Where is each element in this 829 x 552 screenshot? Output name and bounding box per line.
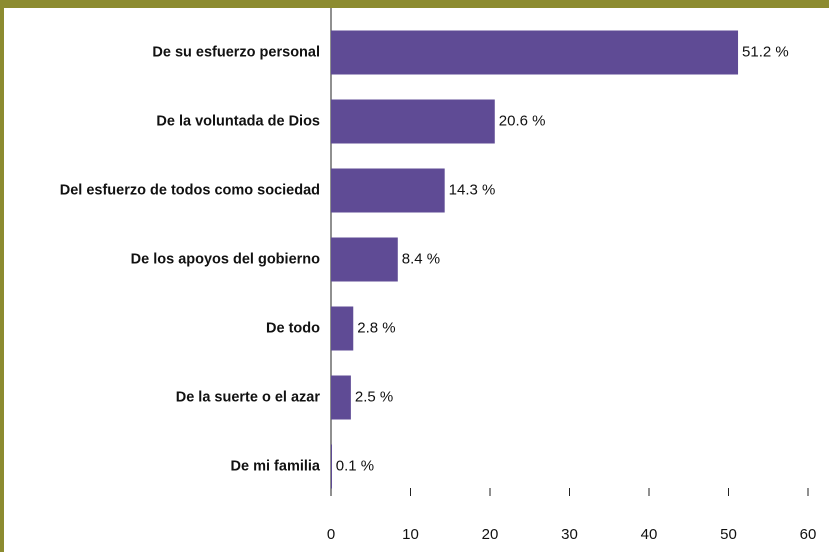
y-tick-label: Del esfuerzo de todos como sociedad	[60, 182, 320, 198]
data-label: 51.2 %	[742, 43, 789, 60]
x-tick-label: 0	[327, 526, 335, 543]
bar	[331, 375, 351, 420]
bar	[331, 30, 739, 75]
y-tick-label: De su esfuerzo personal	[152, 44, 320, 60]
x-tick-label: 10	[402, 526, 419, 543]
data-label: 2.8 %	[357, 319, 395, 336]
y-tick-label: De todo	[266, 320, 320, 336]
y-tick-label: De la voluntada de Dios	[156, 113, 320, 129]
data-label: 8.4 %	[402, 250, 440, 267]
x-tick-label: 30	[561, 526, 578, 543]
bar	[331, 306, 354, 351]
y-tick-label: De la suerte o el azar	[176, 389, 321, 405]
bar	[331, 237, 398, 282]
left-border	[0, 0, 4, 552]
bar	[331, 168, 445, 213]
x-tick-label: 50	[720, 526, 737, 543]
bar	[331, 444, 332, 489]
data-label: 14.3 %	[449, 181, 496, 198]
bar	[331, 99, 495, 144]
data-label: 20.6 %	[499, 112, 546, 129]
data-label: 0.1 %	[336, 457, 374, 474]
y-tick-label: De los apoyos del gobierno	[131, 251, 320, 267]
x-tick-label: 20	[482, 526, 499, 543]
y-tick-label: De mi familia	[231, 458, 321, 474]
x-tick-label: 40	[641, 526, 658, 543]
top-border	[0, 0, 829, 8]
x-tick-label: 60	[800, 526, 817, 543]
data-label: 2.5 %	[355, 388, 393, 405]
